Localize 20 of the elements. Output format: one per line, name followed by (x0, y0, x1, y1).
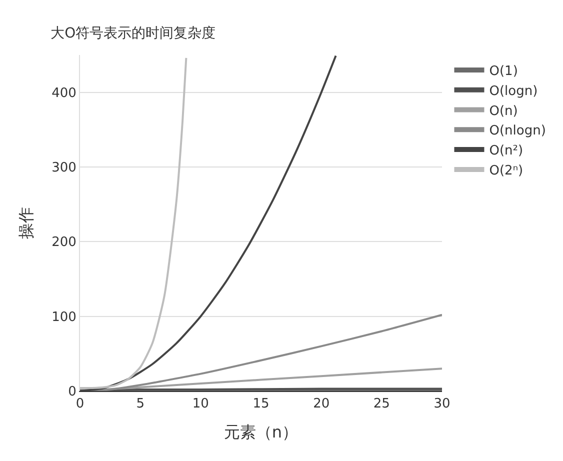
legend-label: O(logn) (489, 84, 538, 99)
x-tick-label: 10 (192, 396, 209, 412)
y-tick-label: 400 (52, 86, 76, 101)
y-tick-label: 200 (52, 235, 76, 250)
y-tick-label: 300 (52, 160, 76, 176)
legend-label: O(n) (489, 104, 518, 119)
x-tick-label: 20 (313, 396, 330, 412)
legend-label: O(nlogn) (489, 124, 546, 139)
y-axis-title: 操作 (16, 207, 36, 239)
x-tick-label: 15 (252, 396, 270, 412)
y-tick-label: 0 (68, 384, 76, 400)
legend-label: O(n²) (489, 144, 524, 159)
x-tick-label: 25 (373, 396, 390, 412)
chart-title: 大O符号表示的时间复杂度 (50, 25, 216, 42)
legend-label: O(2ⁿ) (489, 164, 524, 179)
x-tick-label: 30 (434, 396, 450, 412)
legend-label: O(1) (489, 64, 518, 80)
x-axis-title: 元素（n） (224, 422, 298, 442)
x-tick-label: 5 (136, 396, 144, 412)
y-tick-label: 100 (52, 310, 76, 325)
